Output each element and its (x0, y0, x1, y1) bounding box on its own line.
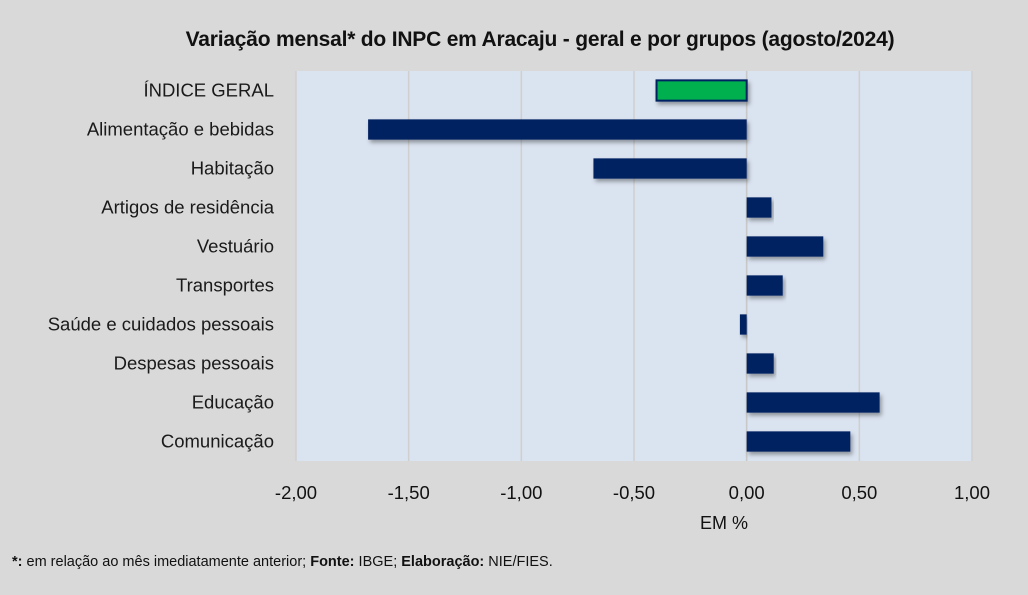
x-tick-labels: -2,00 -1,50 -1,00 -0,50 0,00 0,50 1,00 (275, 482, 990, 503)
category-label: Alimentação e bebidas (87, 119, 274, 140)
footnote: *: em relação ao mês imediatamente anter… (12, 554, 553, 570)
x-tick-label: -1,00 (500, 482, 542, 503)
x-tick-label: -0,50 (613, 482, 655, 503)
category-label: Saúde e cuidados pessoais (48, 314, 274, 335)
bar-6 (739, 314, 747, 335)
category-label: Despesas pessoais (114, 353, 274, 374)
bar-4 (746, 236, 824, 257)
x-tick-label: 0,00 (729, 482, 765, 503)
bar-5 (746, 275, 783, 296)
bar-0 (655, 79, 748, 102)
bar-1 (368, 119, 747, 140)
footnote-elab: NIE/FIES. (484, 554, 553, 570)
category-label: Vestuário (197, 236, 274, 257)
footnote-source-label: Fonte: (310, 554, 355, 570)
category-label: Comunicação (161, 431, 274, 452)
category-label: Artigos de residência (101, 197, 274, 218)
bar-7 (746, 353, 774, 374)
bar-9 (746, 431, 851, 452)
footnote-source: IBGE; (354, 554, 402, 570)
category-label: Transportes (176, 275, 274, 296)
category-label: Educação (192, 392, 274, 413)
x-tick-label: 0,50 (841, 482, 877, 503)
x-axis-title: EM % (700, 513, 748, 533)
x-tick-label: -2,00 (275, 482, 317, 503)
bars (368, 79, 880, 452)
chart-title: Variação mensal* do INPC em Aracaju - ge… (185, 28, 895, 51)
footnote-asterisk: *: (12, 554, 23, 570)
bar-2 (593, 158, 747, 179)
bar-8 (746, 392, 880, 413)
footnote-elab-label: Elaboração: (401, 554, 485, 570)
category-label: ÍNDICE GERAL (143, 80, 274, 101)
footnote-note: em relação ao mês imediatamente anterior… (22, 554, 311, 570)
category-labels: ÍNDICE GERAL Alimentação e bebidas Habitaç… (48, 80, 275, 452)
bar-3 (746, 197, 772, 218)
x-tick-label: 1,00 (954, 482, 990, 503)
x-tick-label: -1,50 (388, 482, 430, 503)
category-label: Habitação (191, 158, 274, 179)
